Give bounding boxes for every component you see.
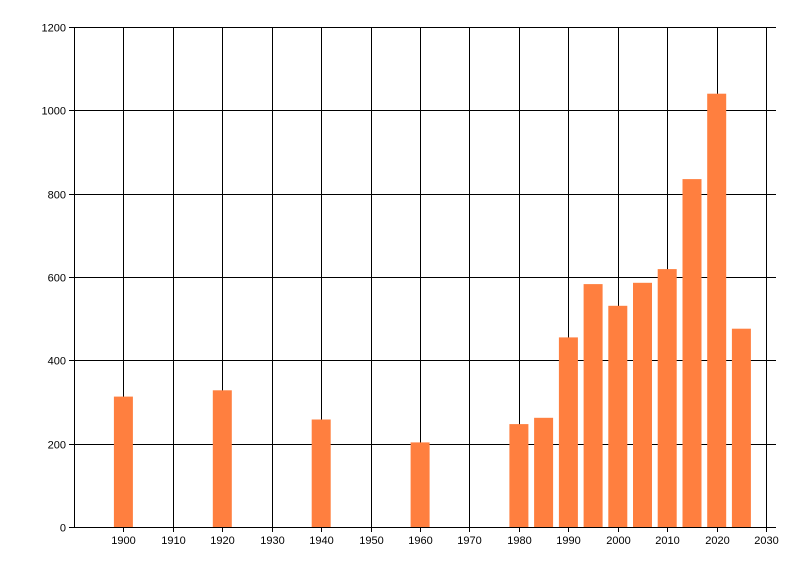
x-tick-label: 2010	[655, 535, 679, 547]
bar	[410, 442, 430, 527]
y-tick-label: 1000	[42, 106, 66, 118]
axes	[74, 27, 776, 528]
y-tick-label: 400	[48, 356, 66, 368]
x-axis-ticks: 1900 1910 1920 1930 1940 1950 1960 1970 1980 1990…	[111, 527, 779, 547]
y-tick-label: 200	[48, 440, 66, 452]
bar	[682, 179, 702, 527]
bar-series	[113, 93, 751, 528]
x-tick-label: 1970	[457, 535, 481, 547]
y-tick-label: 800	[48, 190, 66, 202]
y-tick-label: 0	[60, 523, 66, 535]
bar	[633, 282, 652, 527]
x-tick-label: 1910	[161, 535, 185, 547]
bar	[509, 424, 529, 527]
y-axis-ticks: 0 200 400 600 800 1000 1200	[42, 23, 74, 535]
x-tick-label: 1920	[210, 535, 234, 547]
bar	[311, 419, 331, 527]
x-tick-label: 1950	[359, 535, 383, 547]
bar	[657, 269, 677, 527]
x-tick-label: 2000	[606, 535, 630, 547]
bar	[731, 328, 751, 527]
bar	[113, 396, 133, 527]
bar	[534, 417, 554, 527]
x-tick-label: 1930	[260, 535, 284, 547]
bar	[608, 305, 628, 528]
x-tick-label: 1940	[309, 535, 333, 547]
x-tick-label: 1900	[111, 535, 135, 547]
x-tick-label: 1960	[408, 535, 432, 547]
bar	[212, 390, 232, 527]
x-tick-label: 1980	[507, 535, 531, 547]
bar	[558, 337, 578, 527]
y-tick-label: 600	[48, 273, 66, 285]
x-tick-label: 2030	[754, 535, 778, 547]
bar	[707, 93, 727, 527]
x-tick-label: 1990	[556, 535, 580, 547]
x-tick-label: 2020	[705, 535, 729, 547]
bar	[583, 284, 603, 527]
y-tick-label: 1200	[42, 23, 66, 35]
